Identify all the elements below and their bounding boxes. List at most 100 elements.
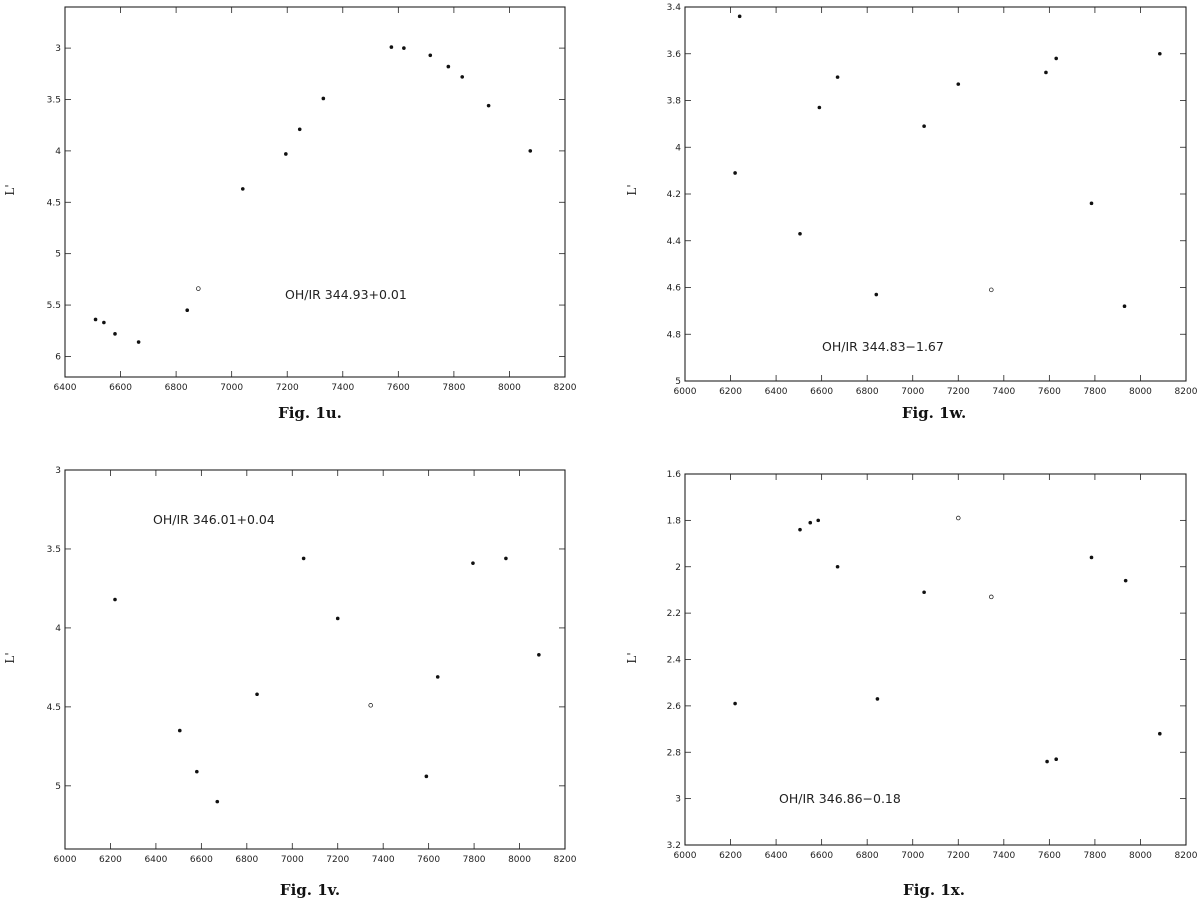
x-tick-label: 7000 — [901, 851, 924, 861]
panel-fig-1w: 6000 6200 6400 6600 6800 7000 7200 7400 7600 7800… — [625, 3, 1198, 422]
x-tick-label: 6600 — [810, 851, 833, 861]
y-tick-label: 2.6 — [667, 702, 682, 712]
object-label: OH/IR 344.93+0.01 — [285, 287, 407, 302]
data-point — [1122, 304, 1127, 309]
y-tick-label: 4.6 — [667, 284, 682, 294]
data-point — [835, 75, 840, 79]
data-point — [1054, 757, 1058, 762]
y-tick-label: 3 — [55, 466, 61, 476]
y-tick-label: 1.8 — [667, 516, 682, 526]
y-tick-label: 4.2 — [667, 190, 681, 200]
y-tick-label: 5 — [55, 250, 61, 260]
figure-caption: Fig. 1x. — [903, 881, 965, 899]
y-axis-label: L' — [3, 184, 17, 195]
data-point — [956, 82, 961, 86]
data-point — [1158, 731, 1162, 736]
x-tick-label: 6800 — [856, 851, 879, 861]
x-tick-label: 7800 — [463, 855, 486, 865]
x-tick-label: 8000 — [1129, 851, 1152, 861]
plot-frame — [684, 473, 1187, 846]
data-point — [460, 75, 465, 79]
y-tick-label: 4.5 — [47, 198, 61, 208]
y-tick-label: 3 — [675, 795, 681, 805]
object-label: OH/IR 346.01+0.04 — [153, 512, 275, 527]
x-tick-label: 6400 — [54, 383, 77, 393]
x-tick-label: 7600 — [387, 383, 410, 393]
y-tick-label: 4 — [55, 624, 61, 634]
x-tick-label: 7000 — [220, 383, 243, 393]
y-tick-label: 4.4 — [667, 237, 682, 247]
data-point — [1123, 578, 1128, 583]
y-tick-label: 5 — [55, 782, 61, 792]
y-tick-label: 2.4 — [667, 656, 682, 666]
panel-fig-1u: 6400 6600 6800 7000 7200 7400 7600 7800 8000 8200… — [3, 6, 577, 422]
x-tick-label: 6200 — [719, 387, 742, 397]
data-point — [737, 14, 742, 19]
x-tick-label: 6800 — [165, 383, 188, 393]
y-tick-label: 3.5 — [47, 545, 61, 555]
data-point — [1054, 56, 1058, 61]
data-point — [102, 320, 106, 325]
data-point — [195, 769, 199, 774]
data-point — [215, 799, 220, 804]
data-point — [808, 520, 813, 525]
y-axis-label: L' — [625, 652, 639, 663]
y-tick-label: 2.8 — [667, 748, 682, 758]
x-tick-label: 6400 — [144, 855, 167, 865]
data-point — [321, 96, 326, 101]
x-tick-label: 8200 — [1175, 387, 1198, 397]
data-point — [486, 103, 491, 108]
data-point — [93, 317, 98, 322]
data-point — [240, 187, 245, 191]
data-point — [284, 152, 288, 156]
x-tick-label: 7600 — [1038, 851, 1061, 861]
y-tick-label: 3.8 — [667, 97, 682, 107]
x-tick-label: 8200 — [554, 855, 577, 865]
data-point — [537, 652, 541, 657]
data-point — [1089, 201, 1094, 206]
plot-frame — [64, 469, 566, 850]
y-tick-label: 4.8 — [667, 330, 682, 340]
x-tick-label: 6800 — [235, 855, 258, 865]
y-tick-label: 4.5 — [47, 703, 61, 713]
y-axis-label: L' — [625, 184, 639, 195]
x-tick-label: 7200 — [947, 387, 970, 397]
panel-fig-1v: 6000 6200 6400 6600 6800 7000 7200 7400 7600 7800… — [3, 466, 577, 899]
x-tick-label: 7800 — [1083, 387, 1106, 397]
x-tick-label: 7600 — [417, 855, 440, 865]
data-point — [301, 556, 306, 561]
data-point — [956, 515, 961, 521]
object-label: OH/IR 346.86−0.18 — [779, 791, 901, 806]
figure-caption: Fig. 1v. — [280, 881, 340, 899]
y-tick-label: 3.2 — [667, 841, 681, 851]
x-tick-label: 6600 — [109, 383, 132, 393]
data-point — [428, 53, 433, 58]
x-tick-label: 8000 — [498, 383, 521, 393]
data-point — [922, 124, 926, 129]
x-tick-label: 6000 — [674, 387, 697, 397]
y-tick-label: 3.4 — [667, 3, 682, 13]
x-tick-label: 7800 — [1083, 851, 1106, 861]
x-tick-label: 7400 — [372, 855, 395, 865]
x-tick-label: 6400 — [765, 387, 788, 397]
data-point — [113, 332, 117, 336]
data-point — [733, 171, 737, 175]
y-tick-label: 1.6 — [667, 470, 682, 480]
x-tick-label: 8200 — [554, 383, 577, 393]
panel-fig-1x: 6000 6200 6400 6600 6800 7000 7200 7400 7600 7800… — [625, 470, 1198, 899]
data-point — [471, 561, 475, 565]
data-point — [1089, 555, 1094, 560]
data-point — [874, 292, 879, 297]
figure-caption: Fig. 1u. — [278, 404, 342, 422]
data-point — [255, 692, 259, 697]
data-point — [1158, 51, 1162, 56]
plot-frame — [684, 6, 1187, 382]
y-axis-label: L' — [3, 652, 17, 663]
x-tick-label: 7200 — [276, 383, 299, 393]
y-tick-label: 2.2 — [667, 609, 681, 619]
y-tick-label: 4 — [55, 147, 61, 157]
data-point — [798, 527, 802, 532]
data-point — [435, 675, 440, 679]
data-point — [875, 697, 880, 701]
